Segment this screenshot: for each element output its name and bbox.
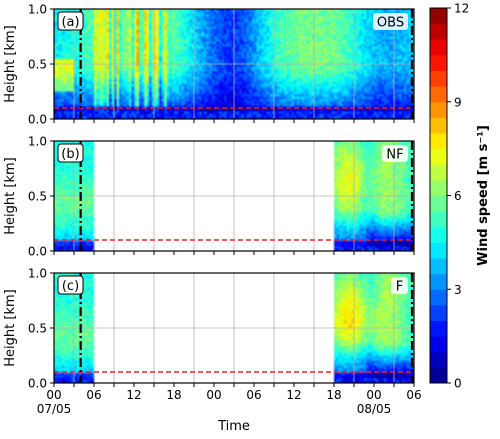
- svg-text:(a): (a): [61, 15, 79, 30]
- panel-label: (a): [57, 11, 84, 31]
- x-tick-label: 06: [86, 388, 101, 402]
- x-tick-label: 18: [326, 388, 341, 402]
- grid: [54, 9, 414, 119]
- colorbar-tick-label: 6: [454, 189, 462, 203]
- colorbar-bin: [430, 320, 447, 337]
- y-axis-label: Height [km]: [3, 289, 18, 366]
- colorbar-bin: [430, 117, 447, 134]
- colorbar-bin: [430, 195, 447, 212]
- panel-tag: NF: [382, 145, 408, 163]
- colorbar-bin: [430, 148, 447, 165]
- x-date-label: 07/05: [37, 402, 72, 416]
- colorbar-bin: [430, 258, 447, 275]
- colorbar-bin: [430, 336, 447, 353]
- y-tick-label: 0.0: [28, 245, 47, 259]
- y-tick-label: 0.0: [28, 377, 47, 391]
- colorbar-bin: [430, 70, 447, 87]
- panel-label: (c): [57, 275, 84, 295]
- y-tick-label: 0.5: [28, 322, 47, 336]
- colorbar-tick-label: 12: [454, 2, 469, 16]
- svg-text:(c): (c): [62, 279, 79, 294]
- colorbar-bin: [430, 164, 447, 181]
- colorbar-tick-label: 9: [454, 95, 462, 109]
- x-tick-label: 12: [286, 388, 301, 402]
- colorbar-bin: [430, 226, 447, 243]
- svg-text:OBS: OBS: [377, 16, 404, 31]
- colorbar-bin: [430, 39, 447, 56]
- colorbar-bin: [430, 289, 447, 306]
- svg-text:(b): (b): [61, 147, 79, 162]
- colorbar-bin: [430, 86, 447, 103]
- y-axis-label: Height [km]: [3, 25, 18, 102]
- y-tick-label: 1.0: [28, 135, 47, 149]
- colorbar-bin: [430, 179, 447, 196]
- panel-tag: OBS: [373, 13, 408, 31]
- colorbar-label: Wind speed [m s⁻¹]: [476, 125, 491, 266]
- colorbar-bin: [430, 304, 447, 321]
- colorbar-bin: [430, 367, 447, 384]
- x-tick-label: 06: [246, 388, 261, 402]
- svg-text:F: F: [396, 280, 403, 295]
- colorbar-bin: [430, 273, 447, 290]
- y-tick-label: 1.0: [28, 3, 47, 17]
- panel-c: 0.0 0.5 1.0 Height [km] (c) F: [3, 267, 415, 391]
- panels: 0.0 0.5 1.0 Height [km] (a) OBS 0.0 0.5 1.0 Heigh…: [3, 3, 415, 391]
- colorbar-bin: [430, 211, 447, 228]
- colorbar-tick-label: 3: [454, 283, 462, 297]
- y-axis-label: Height [km]: [3, 157, 18, 234]
- panel-a: 0.0 0.5 1.0 Height [km] (a) OBS: [3, 3, 415, 127]
- colorbar-bin: [430, 8, 447, 25]
- colorbar-tick-label: 0: [454, 377, 462, 391]
- panel-tag: F: [391, 277, 408, 295]
- x-tick-label: 12: [126, 388, 141, 402]
- panel-label: (b): [57, 143, 84, 163]
- x-tick-label: 00: [206, 388, 221, 402]
- colorbar-bin: [430, 101, 447, 118]
- panel-b: 0.0 0.5 1.0 Height [km] (b) NF: [3, 135, 415, 259]
- y-tick-label: 0.0: [28, 113, 47, 127]
- y-tick-label: 0.5: [28, 58, 47, 72]
- shared-x-axis: Time 00 06 12 18 00 06 12 18 00 06 07/05 08/05: [37, 388, 422, 434]
- x-axis-label: Time: [217, 419, 250, 434]
- colorbar-bin: [430, 351, 447, 368]
- x-tick-label: 06: [406, 388, 421, 402]
- x-tick-label: 18: [166, 388, 181, 402]
- colorbar: 0 3 6 9 12 Wind speed [m s⁻¹]: [429, 2, 491, 391]
- colorbar-bin: [430, 242, 447, 259]
- y-tick-label: 0.5: [28, 190, 47, 204]
- y-tick-label: 1.0: [28, 267, 47, 281]
- x-tick-label: 00: [366, 388, 381, 402]
- colorbar-bin: [430, 23, 447, 40]
- x-tick-label: 00: [46, 388, 61, 402]
- colorbar-bin: [430, 133, 447, 150]
- x-date-label: 08/05: [357, 402, 392, 416]
- colorbar-bin: [430, 54, 447, 71]
- svg-text:NF: NF: [386, 148, 403, 163]
